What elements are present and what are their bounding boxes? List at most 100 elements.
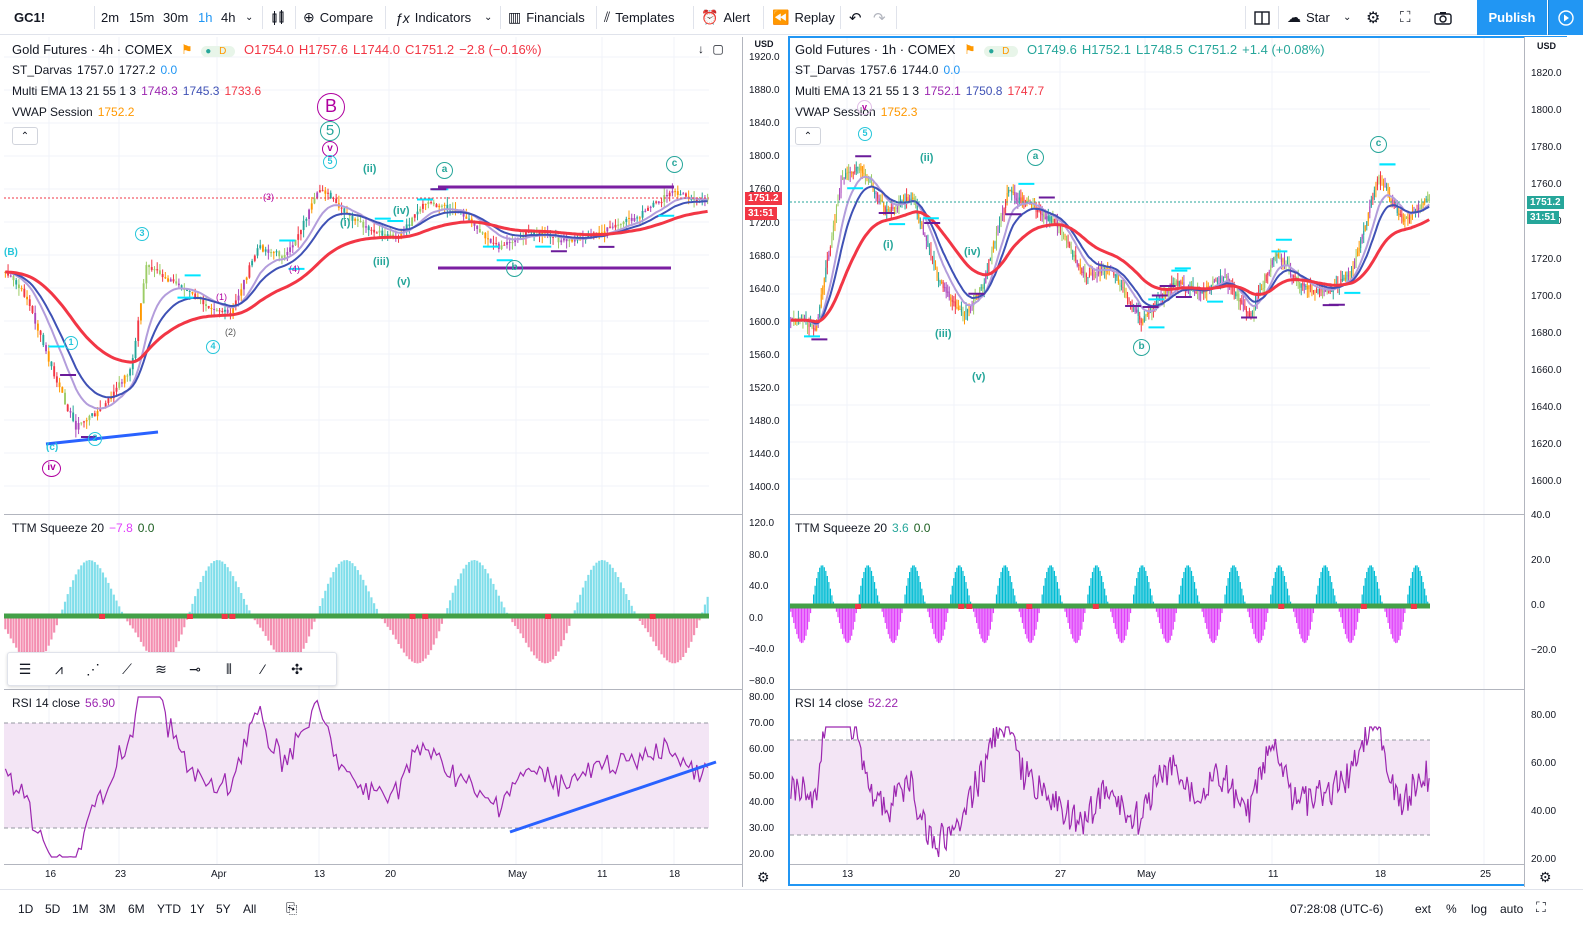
range-button[interactable]: All xyxy=(243,902,257,916)
currency-label[interactable]: USD xyxy=(1536,41,1556,51)
pattern-icon[interactable]: ✣ xyxy=(291,660,303,677)
range-button[interactable]: 1D xyxy=(18,902,34,916)
status-badge[interactable]: ● D xyxy=(201,46,236,57)
range-button[interactable]: 6M xyxy=(128,902,145,916)
interval-4h[interactable]: 4h xyxy=(221,10,236,25)
wave-label-4[interactable]: 4 xyxy=(206,340,220,354)
range-button[interactable]: 5D xyxy=(45,902,61,916)
gear-icon[interactable]: ⚙ xyxy=(1366,9,1381,27)
camera-icon[interactable] xyxy=(1434,0,1452,35)
wave-label-ii[interactable]: (ii) xyxy=(920,152,934,164)
wave-label-1[interactable]: 1 xyxy=(64,336,78,350)
wave-label-B-paren[interactable]: (B) xyxy=(4,247,18,258)
wave-label-1-paren[interactable]: (1) xyxy=(216,292,227,302)
wave-label-a[interactable]: a xyxy=(1027,149,1044,166)
fullscreen-icon[interactable]: ⛶ xyxy=(1536,899,1546,915)
range-button[interactable]: 1M xyxy=(72,902,89,916)
horizontal-ray-icon[interactable]: ⊸ xyxy=(189,660,201,677)
currency-label[interactable]: USD xyxy=(754,39,774,49)
wave-label-v-paren[interactable]: (v) xyxy=(972,371,986,383)
status-badge[interactable]: ● D xyxy=(984,46,1019,57)
date-range-icon[interactable]: ⎘ xyxy=(286,900,298,916)
wave-label-iii[interactable]: (iii) xyxy=(935,328,952,340)
trend-line-icon[interactable]: ⁄ xyxy=(261,661,265,677)
maximize-icon[interactable]: ▢ xyxy=(712,42,724,56)
wave-label-2-paren[interactable]: (2) xyxy=(225,327,236,337)
compare-button[interactable]: ⊕ Compare xyxy=(303,0,373,35)
collapse-legend-button[interactable]: ⌃ xyxy=(795,127,821,145)
templates-button[interactable]: ⫽ Templates xyxy=(604,0,675,35)
chevron-down-icon[interactable]: ⌄ xyxy=(484,12,493,23)
right-chart-canvas[interactable] xyxy=(790,37,1524,887)
pane-separator[interactable] xyxy=(4,689,742,690)
right-price-axis[interactable]: USD 1820.01800.01780.01760.01740.01720.0… xyxy=(1524,37,1567,887)
left-price-axis[interactable]: USD 1920.0 1880.0 1840.0 1800.0 1760.0 1720.0… xyxy=(742,37,784,887)
symbol-title[interactable]: Gold Futures · 1h · COMEX xyxy=(795,42,956,57)
vertical-lines-icon[interactable]: ⫴ xyxy=(226,660,232,677)
chevron-down-icon[interactable]: ⌄ xyxy=(245,12,254,23)
range-button[interactable]: YTD xyxy=(157,902,181,916)
wave-label-b[interactable]: b xyxy=(506,260,523,277)
indicator-legend[interactable]: ST_Darvas 1757.6 1744.0 0.0 xyxy=(795,63,965,77)
arrow-down-icon[interactable]: ↓ xyxy=(698,42,704,56)
wave-label-3[interactable]: 3 xyxy=(135,227,149,241)
replay-button[interactable]: ⏪ Replay xyxy=(772,0,835,35)
wave-label-i[interactable]: (i) xyxy=(340,217,351,229)
interval-1h[interactable]: 1h xyxy=(198,10,213,25)
wave-label-4-paren[interactable]: (4) xyxy=(289,264,300,274)
indicator-legend[interactable]: VWAP Session 1752.3 xyxy=(795,105,922,119)
wave-label-3-paren[interactable]: (3) xyxy=(263,192,274,202)
log-toggle[interactable]: log xyxy=(1471,902,1488,916)
indicator-legend[interactable]: ST_Darvas 1757.0 1727.2 0.0 xyxy=(12,63,182,77)
layout-icon[interactable] xyxy=(1254,0,1270,35)
undo-icon[interactable]: ↶ xyxy=(849,9,862,27)
pane-separator[interactable] xyxy=(790,689,1524,690)
range-button[interactable]: 1Y xyxy=(190,902,205,916)
fib-icon[interactable]: ≋ xyxy=(155,660,167,677)
ext-toggle[interactable]: ext xyxy=(1415,902,1432,916)
wave-label-2[interactable]: 2 xyxy=(88,432,102,446)
flag-icon[interactable]: ⚑ xyxy=(964,42,976,57)
path-icon[interactable]: ⟋ xyxy=(122,660,132,677)
candles-icon[interactable] xyxy=(270,0,286,35)
wave-label-5-small[interactable]: 5 xyxy=(323,155,337,169)
wave-label-b[interactable]: b xyxy=(1133,339,1150,356)
alert-button[interactable]: ⏰ Alert xyxy=(701,0,750,35)
wave-label-5[interactable]: 5 xyxy=(320,121,340,141)
star-button[interactable]: ☁ Star xyxy=(1287,0,1330,35)
publish-button[interactable]: Publish xyxy=(1477,0,1547,35)
squeeze-legend[interactable]: TTM Squeeze 20 3.6 0.0 xyxy=(795,521,935,535)
gear-icon[interactable]: ⚙ xyxy=(757,869,770,885)
range-button[interactable]: 5Y xyxy=(216,902,231,916)
left-chart-canvas[interactable] xyxy=(4,37,744,887)
wave-label-i[interactable]: (i) xyxy=(883,239,894,251)
elliott-wave-icon[interactable]: ⋰ xyxy=(86,660,100,677)
interval-15m[interactable]: 15m xyxy=(129,10,155,25)
wave-label-c-paren[interactable]: (c) xyxy=(46,442,59,453)
wave-label-iv[interactable]: (iv) xyxy=(964,246,981,258)
percent-toggle[interactable]: % xyxy=(1446,902,1457,916)
collapse-legend-button[interactable]: ⌃ xyxy=(12,127,38,145)
range-button[interactable]: 3M xyxy=(99,902,116,916)
chevron-down-icon[interactable]: ⌄ xyxy=(1343,12,1352,23)
wave-label-iv[interactable]: (iv) xyxy=(393,205,410,217)
indicator-legend[interactable]: Multi EMA 13 21 55 1 3 1752.1 1750.8 1747.7 xyxy=(795,84,1049,98)
pane-separator[interactable] xyxy=(790,514,1524,515)
interval-2m[interactable]: 2m xyxy=(101,10,120,25)
redo-icon[interactable]: ↷ xyxy=(873,9,886,27)
rsi-legend[interactable]: RSI 14 close 52.22 xyxy=(795,696,903,710)
lines-menu-icon[interactable]: ☰ xyxy=(18,660,32,677)
squeeze-legend[interactable]: TTM Squeeze 20 −7.8 0.0 xyxy=(12,521,159,535)
wave-label-ii[interactable]: (ii) xyxy=(363,163,377,175)
indicator-legend[interactable]: Multi EMA 13 21 55 1 3 1748.3 1745.3 1733.6 xyxy=(12,84,266,98)
auto-toggle[interactable]: auto xyxy=(1500,902,1524,916)
symbol-search[interactable]: GC1! xyxy=(14,10,46,25)
wave-label-c[interactable]: c xyxy=(1370,136,1387,153)
interval-30m[interactable]: 30m xyxy=(163,10,189,25)
right-date-axis[interactable]: 13 20 27 May 11 18 25 xyxy=(790,866,1524,886)
wave-label-5-small[interactable]: 5 xyxy=(858,127,872,141)
wave-label-c[interactable]: c xyxy=(666,156,683,173)
gear-icon[interactable]: ⚙ xyxy=(1539,869,1552,885)
pane-separator[interactable] xyxy=(4,514,742,515)
fullscreen-icon[interactable]: ⛶ xyxy=(1400,9,1411,26)
